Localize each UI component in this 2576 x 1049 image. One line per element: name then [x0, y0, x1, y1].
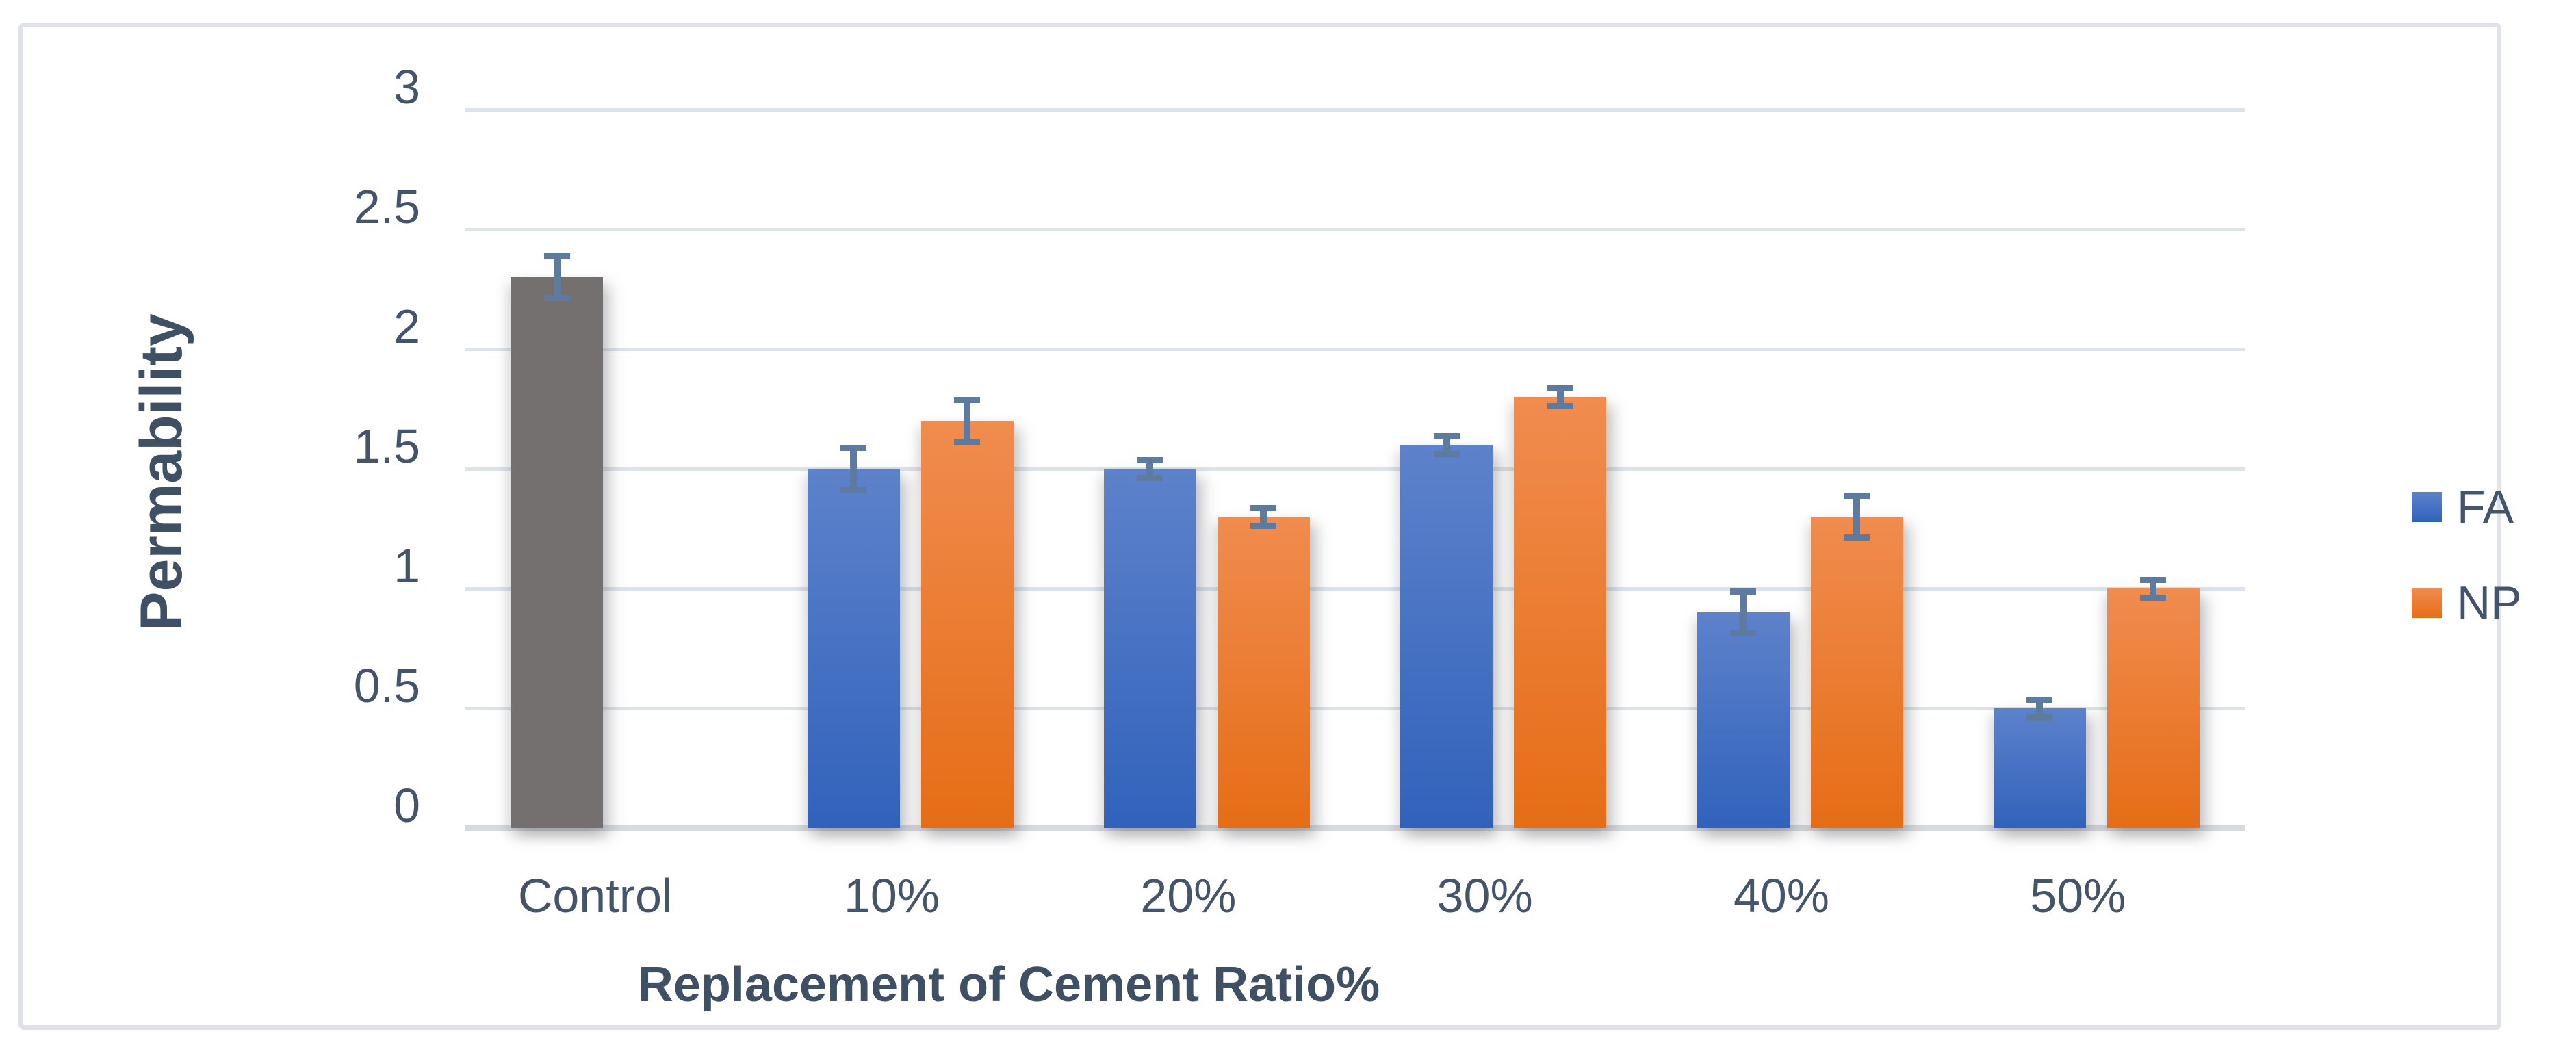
y-tick-label: 2.5 — [353, 180, 420, 233]
y-tick-label: 2 — [394, 300, 420, 353]
bar-fa-20% — [1103, 469, 1196, 828]
error-bar — [1137, 456, 1163, 481]
error-bar — [2140, 576, 2167, 601]
y-tick-label: 1 — [394, 539, 420, 593]
legend-label: NP — [2457, 577, 2522, 629]
error-bar-top-cap — [2140, 576, 2167, 583]
error-bar-bottom-cap — [1137, 474, 1163, 481]
legend-item-fa: FA — [2412, 476, 2521, 539]
error-bar-stem — [850, 445, 857, 493]
error-bar — [1844, 493, 1870, 541]
error-bar-top-cap — [954, 397, 980, 403]
error-bar-top-cap — [1433, 432, 1460, 439]
error-bar-top-cap — [1844, 493, 1870, 499]
x-category-label: 10% — [843, 869, 940, 922]
error-bar — [1547, 385, 1573, 409]
error-bar-stem — [553, 253, 561, 301]
error-bar-bottom-cap — [1433, 450, 1460, 457]
bar-fa-control — [511, 277, 604, 828]
error-bar-top-cap — [1250, 504, 1277, 511]
bar-np-10% — [920, 421, 1014, 828]
gridline — [465, 108, 2245, 112]
error-bar — [543, 253, 570, 301]
error-bar-stem — [2036, 696, 2044, 721]
error-bar-top-cap — [840, 445, 866, 451]
bar-np-20% — [1217, 517, 1310, 828]
plot-area — [465, 108, 2245, 831]
error-bar-bottom-cap — [543, 295, 570, 301]
error-bar-top-cap — [1730, 588, 1756, 595]
x-category-label: 30% — [1437, 869, 1533, 922]
error-bar — [1730, 588, 1756, 636]
chart-frame: Permability Replacement of Cement Ratio%… — [18, 23, 2521, 1030]
error-bar-bottom-cap — [954, 439, 980, 445]
x-axis-line — [465, 825, 2245, 831]
y-axis-title: Permability — [129, 313, 194, 631]
error-bar-stem — [1556, 385, 1564, 409]
x-category-label: Control — [517, 869, 673, 922]
y-tick-label: 0.5 — [353, 659, 420, 712]
error-bar — [840, 445, 866, 493]
gridline — [465, 228, 2245, 231]
error-bar-bottom-cap — [1547, 402, 1573, 409]
error-bar — [1433, 432, 1460, 457]
error-bar-stem — [1740, 588, 1747, 636]
error-bar-stem — [2150, 576, 2157, 601]
legend-label: FA — [2457, 481, 2514, 533]
legend-item-np: NP — [2412, 571, 2521, 634]
error-bar-stem — [1146, 456, 1154, 481]
x-category-label: 50% — [2030, 869, 2126, 922]
y-tick-label: 1.5 — [353, 419, 420, 473]
legend-swatch-fa — [2412, 492, 2442, 522]
gridline — [465, 707, 2245, 710]
legend: FA NP — [2412, 476, 2521, 667]
gridline — [465, 348, 2245, 351]
error-bar-top-cap — [1547, 385, 1573, 391]
error-bar-top-cap — [543, 253, 570, 259]
error-bar-bottom-cap — [2026, 714, 2053, 721]
error-bar — [1250, 504, 1277, 529]
bar-np-30% — [1514, 397, 1607, 828]
bar-np-50% — [2107, 588, 2200, 828]
legend-swatch-np — [2412, 588, 2442, 618]
error-bar-bottom-cap — [1730, 630, 1756, 636]
bar-fa-30% — [1400, 445, 1493, 828]
error-bar-stem — [1260, 504, 1267, 529]
x-axis-title: Replacement of Cement Ratio% — [637, 957, 1380, 1012]
gridline — [465, 467, 2245, 471]
error-bar-stem — [1853, 493, 1860, 541]
y-tick-label: 3 — [394, 60, 420, 114]
error-bar — [954, 397, 980, 445]
error-bar-stem — [1443, 432, 1450, 457]
bar-fa-10% — [807, 469, 900, 828]
error-bar — [2026, 696, 2053, 721]
bar-fa-40% — [1697, 612, 1790, 828]
error-bar-top-cap — [2026, 696, 2053, 703]
error-bar-stem — [964, 397, 970, 445]
x-category-label: 20% — [1140, 869, 1237, 922]
error-bar-bottom-cap — [2140, 594, 2167, 601]
error-bar-bottom-cap — [1844, 534, 1870, 541]
error-bar-bottom-cap — [840, 487, 866, 493]
gridline — [465, 587, 2245, 591]
bar-fa-50% — [1993, 708, 2086, 828]
bar-np-40% — [1810, 517, 1903, 828]
y-tick-label: 0 — [394, 779, 420, 832]
error-bar-bottom-cap — [1250, 522, 1277, 529]
x-category-label: 40% — [1733, 869, 1830, 922]
error-bar-top-cap — [1137, 456, 1163, 463]
